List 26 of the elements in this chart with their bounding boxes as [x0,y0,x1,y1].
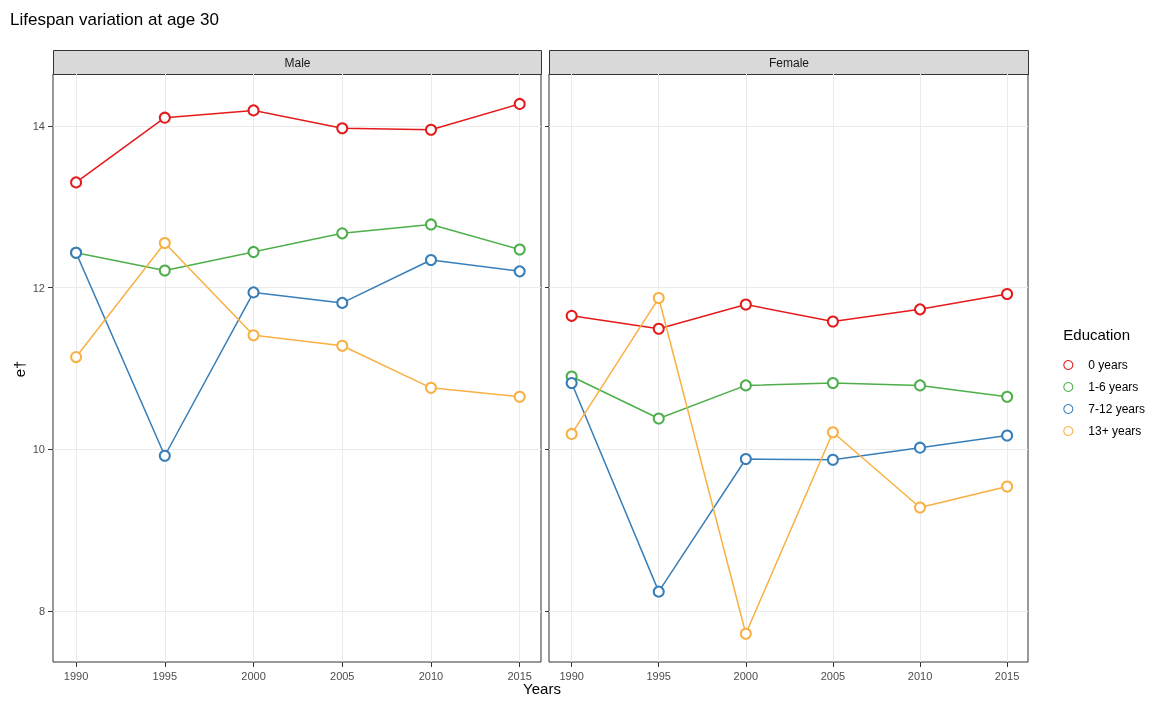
x-tick-label: 2000 [241,669,266,682]
legend-label: 13+ years [1088,424,1142,438]
legend-label: 1-6 years [1088,380,1139,394]
y-tick-label: 8 [38,605,45,618]
legend-label: 0 years [1088,358,1128,372]
x-tick-label: 2005 [330,669,355,682]
chart-title: Female [768,55,810,70]
x-tick-label: 1995 [646,669,671,682]
y-tick-label: 12 [32,281,45,294]
x-tick-label: 2000 [733,669,759,682]
x-tick-label: 2010 [907,669,933,682]
x-tick-label: 2005 [820,669,846,682]
x-tick-label: 1990 [559,669,584,682]
x-tick-label: 2010 [418,669,444,682]
chart-title: Male [284,55,311,70]
y-tick-label: 10 [32,443,45,456]
x-tick-label: 2015 [507,669,532,682]
legend-title: Education [1063,326,1130,343]
x-tick-label: 1990 [63,669,89,682]
x-axis-title: Years [522,680,562,697]
text: Lifespan variation at age 30 [10,10,219,30]
x-tick-label: 1995 [152,669,178,682]
y-axis-title: e† [11,360,28,378]
y-tick-label: 14 [32,119,45,132]
legend-label: 7-12 years [1088,402,1146,416]
x-tick-label: 2015 [994,669,1020,682]
